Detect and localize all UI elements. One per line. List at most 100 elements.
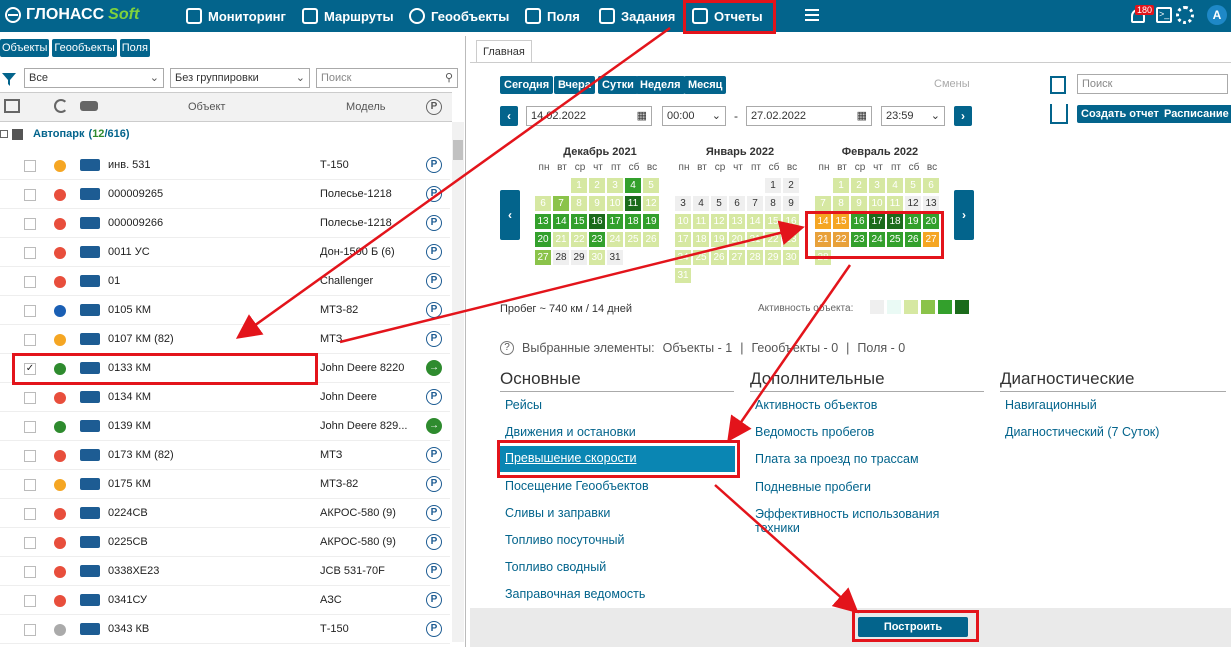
link-fuel-daily[interactable]: Топливо посуточный <box>505 533 625 547</box>
calendar-day[interactable]: 9 <box>851 196 867 211</box>
table-row[interactable]: инв. 531 Т-150 P <box>0 151 450 180</box>
calendar-day[interactable]: 25 <box>693 250 709 265</box>
calendar-day[interactable]: 6 <box>729 196 745 211</box>
period-yesterday[interactable]: Вчера <box>554 76 595 94</box>
calendar-day[interactable]: 4 <box>625 178 641 193</box>
calendar-next-button[interactable]: › <box>954 190 974 240</box>
avatar[interactable]: A <box>1207 5 1227 25</box>
calendar-day[interactable]: 6 <box>923 178 939 193</box>
nav-tasks[interactable]: Задания <box>599 0 675 32</box>
table-row[interactable]: 0173 КМ (82) МТЗ P <box>0 441 450 470</box>
calendar-day[interactable]: 20 <box>923 214 939 229</box>
calendar-day[interactable]: 16 <box>851 214 867 229</box>
row-checkbox[interactable] <box>24 247 36 259</box>
calendar-day[interactable]: 13 <box>535 214 551 229</box>
link-mileage-sheet[interactable]: Ведомость пробегов <box>755 425 875 439</box>
parking-icon[interactable]: → <box>426 360 442 376</box>
link-fuel-summary[interactable]: Топливо сводный <box>505 560 607 574</box>
calendar-day[interactable]: 12 <box>643 196 659 211</box>
calendar-day[interactable]: 1 <box>765 178 781 193</box>
calendar-day[interactable]: 16 <box>589 214 605 229</box>
build-button[interactable]: Построить <box>858 617 968 637</box>
calendar-day[interactable]: 31 <box>675 268 691 283</box>
calendar-day[interactable]: 28 <box>747 250 763 265</box>
create-report-button[interactable]: Создать отчет <box>1077 105 1163 123</box>
link-diagnostic[interactable]: Диагностический (7 Суток) <box>1005 425 1160 439</box>
calendar-day[interactable]: 8 <box>765 196 781 211</box>
calendar-day[interactable]: 30 <box>783 250 799 265</box>
row-checkbox[interactable] <box>24 450 36 462</box>
col-model[interactable]: Модель <box>346 101 386 113</box>
calendar-day[interactable]: 2 <box>589 178 605 193</box>
table-row[interactable]: 0107 КМ (82) МТЗ P <box>0 325 450 354</box>
gear-icon[interactable] <box>1176 6 1194 24</box>
prev-period-button[interactable]: ‹ <box>500 106 518 126</box>
calendar-day[interactable]: 5 <box>711 196 727 211</box>
col-object[interactable]: Объект <box>188 101 226 113</box>
tab-fields[interactable]: Поля <box>119 39 150 57</box>
calendar-day[interactable]: 31 <box>607 250 623 265</box>
table-row[interactable]: 0224CB АКРОС-580 (9) P <box>0 499 450 528</box>
row-checkbox[interactable] <box>24 421 36 433</box>
calendar-day[interactable]: 14 <box>553 214 569 229</box>
link-drains[interactable]: Сливы и заправки <box>505 506 611 520</box>
link-movements[interactable]: Движения и остановки <box>505 425 636 439</box>
calendar-prev-button[interactable]: ‹ <box>500 190 520 240</box>
calendar-day[interactable]: 7 <box>553 196 569 211</box>
calendar-day[interactable]: 12 <box>905 196 921 211</box>
calendar-day[interactable]: 30 <box>589 250 605 265</box>
calendar-day[interactable]: 14 <box>747 214 763 229</box>
calendar-day[interactable]: 15 <box>765 214 781 229</box>
calendar-day[interactable]: 23 <box>589 232 605 247</box>
parking-icon[interactable]: P <box>426 621 442 637</box>
calendar-day[interactable]: 26 <box>711 250 727 265</box>
calendar-day[interactable]: 18 <box>693 232 709 247</box>
calendar-day[interactable]: 15 <box>833 214 849 229</box>
calendar-day[interactable]: 20 <box>729 232 745 247</box>
report-search-input[interactable]: Поиск <box>1077 74 1228 94</box>
row-checkbox[interactable] <box>24 189 36 201</box>
tab-main[interactable]: Главная <box>476 40 532 63</box>
parking-icon[interactable]: P <box>426 302 442 318</box>
calendar-day[interactable]: 13 <box>729 214 745 229</box>
table-row[interactable]: 0134 КМ John Deere P <box>0 383 450 412</box>
table-row[interactable]: 000009266 Полесье-1218 P <box>0 209 450 238</box>
calendar-icon[interactable]: ▦ <box>636 110 647 122</box>
calendar-day[interactable]: 28 <box>553 250 569 265</box>
menu-icon[interactable] <box>805 9 819 21</box>
calendar-day[interactable]: 7 <box>815 196 831 211</box>
row-checkbox[interactable] <box>24 276 36 288</box>
period-today[interactable]: Сегодня <box>500 76 554 94</box>
table-row[interactable]: 0105 КМ МТЗ-82 P <box>0 296 450 325</box>
calendar-day[interactable]: 23 <box>783 232 799 247</box>
calendar-day[interactable]: 21 <box>815 232 831 247</box>
period-day[interactable]: Сутки <box>598 76 638 94</box>
tab-objects[interactable]: Объекты <box>0 39 50 57</box>
link-geo-visits[interactable]: Посещение Геообъектов <box>505 479 649 493</box>
parking-icon[interactable]: P <box>426 331 442 347</box>
calendar-day[interactable]: 26 <box>905 232 921 247</box>
terminal-icon[interactable]: >_ <box>1156 7 1172 23</box>
parking-icon[interactable]: P <box>426 244 442 260</box>
table-row[interactable]: 0139 КМ John Deere 829... → <box>0 412 450 441</box>
parking-icon[interactable]: P <box>426 505 442 521</box>
calendar-day[interactable]: 4 <box>693 196 709 211</box>
schedule-button[interactable]: Расписание <box>1160 105 1231 123</box>
group-row[interactable]: Автопарк (12/616) <box>0 128 130 140</box>
calendar-day[interactable]: 9 <box>783 196 799 211</box>
calendar-day[interactable]: 10 <box>607 196 623 211</box>
calendar-day[interactable]: 25 <box>887 232 903 247</box>
parking-icon[interactable]: P <box>426 99 442 115</box>
calendar-day[interactable]: 6 <box>535 196 551 211</box>
calendar-day[interactable]: 17 <box>869 214 885 229</box>
row-checkbox[interactable] <box>24 537 36 549</box>
nav-reports[interactable]: Отчеты <box>692 0 763 32</box>
filter-select[interactable]: Все ⌄ <box>24 68 164 88</box>
table-row[interactable]: 0343 КВ Т-150 P <box>0 615 450 644</box>
calendar-day[interactable]: 21 <box>553 232 569 247</box>
tab-geoobjects[interactable]: Геообъекты <box>52 39 117 57</box>
link-efficiency[interactable]: Эффективность использования техники <box>755 507 940 535</box>
table-row[interactable]: 01 Challenger P <box>0 267 450 296</box>
parking-icon[interactable]: P <box>426 186 442 202</box>
collapse-icon[interactable] <box>0 130 8 138</box>
